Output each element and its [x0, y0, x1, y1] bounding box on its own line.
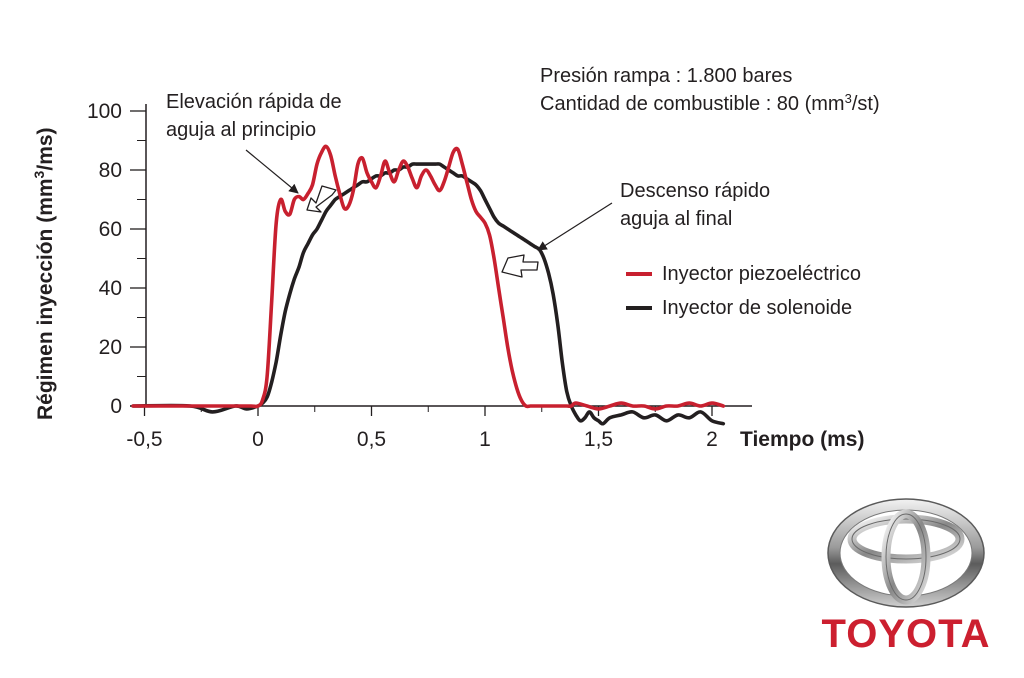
x-tick-label: 1,5 — [584, 428, 613, 451]
x-tick-label: 2 — [706, 428, 718, 451]
x-tick-label: 0,5 — [357, 428, 386, 451]
ticks — [130, 110, 713, 416]
legend-label-piezo: Inyector piezoeléctrico — [662, 263, 861, 285]
y-tick-label: 60 — [99, 218, 122, 241]
series-lines — [131, 144, 726, 426]
legend: Inyector piezoeléctrico Inyector de sole… — [626, 263, 861, 319]
x-tick-label: 1 — [479, 428, 491, 451]
y-tick-label: 40 — [99, 277, 122, 300]
annotation-start-line-2: aguja al principio — [166, 119, 316, 141]
axes — [130, 104, 752, 407]
annotation-end-line-2: aguja al final — [620, 208, 732, 230]
x-axis-title: Tiempo (ms) — [740, 428, 864, 451]
annotation-start: Elevación rápida de aguja al principio — [166, 91, 342, 213]
conditions-line-1: Presión rampa : 1.800 bares — [540, 65, 792, 87]
y-tick-label: 20 — [99, 336, 122, 359]
y-tick-label: 80 — [99, 159, 122, 182]
conditions-note: Presión rampa : 1.800 bares Cantidad de … — [540, 65, 880, 115]
annotation-end-arrow — [537, 202, 613, 251]
brand-wordmark: TOYOTA — [822, 612, 991, 656]
x-tick-label: -0,5 — [126, 428, 162, 451]
annotation-end-line-1: Descenso rápido — [620, 180, 770, 202]
conditions-line-2: Cantidad de combustible : 80 (mm3/st) — [540, 91, 880, 116]
toyota-emblem-icon — [827, 498, 985, 608]
annotation-start-line-1: Elevación rápida de — [166, 91, 342, 113]
annotation-start-arrow — [245, 149, 299, 194]
hollow-arrow-down-icon — [501, 254, 539, 278]
legend-label-solenoid: Inyector de solenoide — [662, 297, 852, 319]
series-line-solenoid — [131, 162, 726, 426]
x-tick-label: 0 — [252, 428, 264, 451]
y-tick-label: 100 — [87, 100, 122, 123]
series-line-piezoelectric — [131, 144, 726, 411]
y-tick-label: 0 — [110, 395, 122, 418]
annotation-end: Descenso rápido aguja al final — [501, 180, 770, 278]
hollow-arrow-up-icon — [306, 185, 337, 213]
y-axis-title: Régimen inyección (mm3/ms) — [31, 127, 57, 420]
